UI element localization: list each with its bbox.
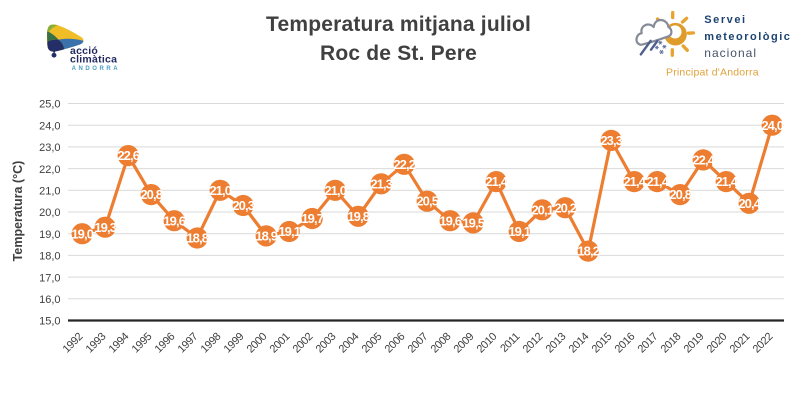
svg-text:2005: 2005	[360, 331, 385, 356]
svg-text:19,8: 19,8	[347, 209, 369, 224]
svg-text:2021: 2021	[728, 331, 753, 356]
svg-text:2010: 2010	[475, 331, 500, 356]
svg-text:20,2: 20,2	[554, 200, 576, 215]
svg-text:20,5: 20,5	[416, 194, 438, 209]
svg-text:1993: 1993	[84, 331, 109, 356]
svg-text:19,1: 19,1	[508, 224, 530, 239]
svg-text:25,0: 25,0	[39, 99, 60, 111]
svg-text:19,0: 19,0	[39, 229, 60, 241]
svg-text:19,3: 19,3	[94, 220, 116, 235]
svg-text:20,8: 20,8	[669, 187, 691, 202]
svg-text:climàtica: climàtica	[70, 53, 117, 65]
svg-text:acció: acció	[70, 45, 98, 57]
svg-text:22,4: 22,4	[692, 153, 715, 168]
svg-text:20,0: 20,0	[39, 207, 60, 219]
svg-text:16,0: 16,0	[39, 294, 60, 306]
svg-text:1992: 1992	[61, 331, 86, 356]
svg-text:2022: 2022	[751, 331, 776, 356]
svg-text:2002: 2002	[291, 331, 316, 356]
svg-text:2013: 2013	[544, 331, 569, 356]
svg-text:2009: 2009	[452, 331, 477, 356]
svg-text:19,6: 19,6	[163, 213, 185, 228]
svg-text:19,5: 19,5	[462, 216, 484, 231]
svg-text:meteorològic: meteorològic	[704, 31, 791, 43]
svg-text:18,0: 18,0	[39, 251, 60, 263]
svg-text:22,0: 22,0	[39, 164, 60, 176]
svg-text:21,4: 21,4	[646, 174, 669, 189]
svg-text:20,4: 20,4	[738, 196, 761, 211]
svg-text:2001: 2001	[268, 331, 293, 356]
svg-text:15,0: 15,0	[39, 316, 60, 328]
svg-text:19,6: 19,6	[439, 213, 461, 228]
svg-text:2015: 2015	[590, 331, 615, 356]
svg-text:21,0: 21,0	[39, 186, 60, 198]
svg-text:20,3: 20,3	[232, 198, 254, 213]
svg-text:22,6: 22,6	[117, 148, 139, 163]
svg-text:21,0: 21,0	[209, 183, 231, 198]
svg-text:Principat d'Andorra: Principat d'Andorra	[666, 66, 759, 78]
svg-text:18,8: 18,8	[186, 231, 208, 246]
svg-text:Temperatura (°C): Temperatura (°C)	[11, 161, 25, 262]
svg-text:23,3: 23,3	[600, 133, 622, 148]
svg-text:2011: 2011	[498, 331, 522, 355]
svg-text:2020: 2020	[705, 331, 730, 356]
svg-text:2007: 2007	[406, 331, 431, 356]
svg-text:17,0: 17,0	[39, 272, 60, 284]
svg-text:18,2: 18,2	[577, 244, 599, 259]
svg-text:21,0: 21,0	[324, 183, 346, 198]
svg-text:18,9: 18,9	[255, 229, 277, 244]
svg-text:2019: 2019	[682, 331, 707, 356]
svg-text:2012: 2012	[521, 331, 546, 356]
svg-text:22,2: 22,2	[393, 157, 415, 172]
svg-text:23,0: 23,0	[39, 142, 60, 154]
svg-text:1999: 1999	[222, 331, 247, 356]
svg-text:1997: 1997	[176, 331, 201, 356]
svg-text:2004: 2004	[337, 331, 362, 356]
svg-text:2003: 2003	[314, 331, 339, 356]
svg-text:2006: 2006	[383, 331, 408, 356]
svg-text:Servei: Servei	[704, 14, 746, 26]
svg-text:20,8: 20,8	[140, 187, 162, 202]
svg-text:1998: 1998	[199, 331, 224, 356]
svg-text:21,4: 21,4	[623, 174, 646, 189]
svg-text:1994: 1994	[107, 331, 132, 356]
svg-text:2000: 2000	[245, 331, 270, 356]
svg-text:2018: 2018	[659, 331, 684, 356]
svg-text:ANDORRA: ANDORRA	[72, 66, 121, 72]
svg-text:24,0: 24,0	[761, 118, 783, 133]
svg-text:21,4: 21,4	[715, 174, 738, 189]
svg-text:2014: 2014	[567, 331, 592, 356]
svg-text:19,1: 19,1	[278, 224, 300, 239]
svg-text:20,1: 20,1	[531, 202, 553, 217]
svg-text:21,4: 21,4	[485, 174, 508, 189]
svg-text:1996: 1996	[153, 331, 178, 356]
svg-text:19,0: 19,0	[71, 226, 93, 241]
svg-text:2008: 2008	[429, 331, 454, 356]
svg-text:nacional: nacional	[704, 46, 757, 60]
svg-text:2016: 2016	[613, 331, 638, 356]
svg-text:21,3: 21,3	[370, 176, 392, 191]
svg-text:19,7: 19,7	[301, 211, 323, 226]
svg-text:24,0: 24,0	[39, 120, 60, 132]
svg-text:2017: 2017	[636, 331, 661, 356]
svg-text:1995: 1995	[130, 331, 155, 356]
